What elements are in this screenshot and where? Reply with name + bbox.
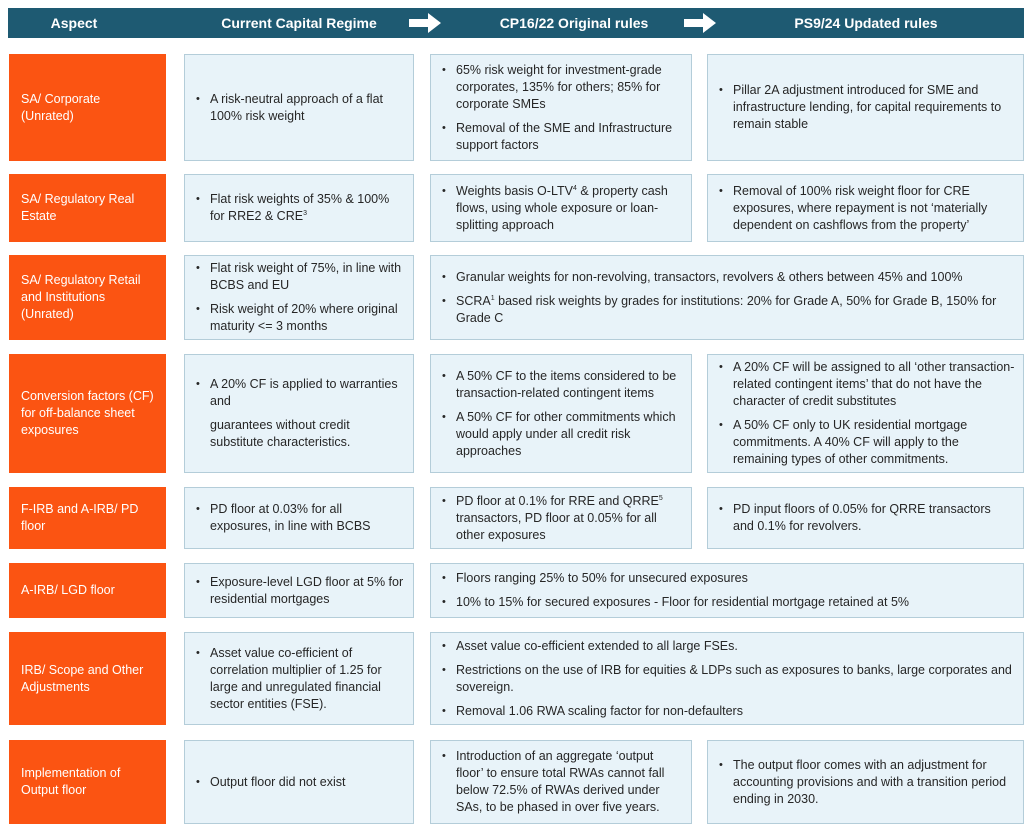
- cell-current-output-floor: Output floor did not exist: [184, 740, 414, 824]
- cell-cp-pd-floor: PD floor at 0.1% for RRE and QRRE5 trans…: [430, 487, 692, 549]
- list-item: Removal of the SME and Infrastructure su…: [439, 120, 683, 154]
- list-item: 65% risk weight for investment-grade cor…: [439, 62, 683, 113]
- list-item: Flat risk weights of 35% & 100% for RRE2…: [193, 191, 405, 225]
- arrow-right-icon: [684, 13, 716, 33]
- footnote-ref: 4: [572, 184, 577, 192]
- list-item: Introduction of an aggregate ‘output flo…: [439, 748, 683, 816]
- list-item-text: SCRA: [456, 293, 491, 308]
- cell-merged-lgd-floor: Floors ranging 25% to 50% for unsecured …: [430, 563, 1024, 618]
- header-aspect: Aspect: [50, 15, 98, 31]
- cell-current-sa-real-estate: Flat risk weights of 35% & 100% for RRE2…: [184, 174, 414, 242]
- list-item: guarantees without credit substitute cha…: [210, 418, 351, 449]
- list-item: Flat risk weight of 75%, in line with BC…: [193, 260, 405, 294]
- arrow-right-icon: [409, 13, 441, 33]
- list-item: Granular weights for non-revolving, tran…: [439, 269, 1015, 286]
- cell-current-sa-retail: Flat risk weight of 75%, in line with BC…: [184, 255, 414, 340]
- aspect-lgd-floor: A-IRB/ LGD floor: [9, 563, 166, 618]
- list-item: A 20% CF will be assigned to all ‘other …: [716, 359, 1015, 410]
- list-item: Exposure-level LGD floor at 5% for resid…: [193, 574, 405, 608]
- cell-current-sa-corporate: A risk-neutral approach of a flat 100% r…: [184, 54, 414, 161]
- header-current-regime: Current Capital Regime: [221, 15, 377, 31]
- cell-current-conversion: A 20% CF is applied to warranties and gu…: [184, 354, 414, 473]
- list-item-text: transactors, PD floor at 0.05% for all o…: [456, 510, 657, 542]
- list-item: Asset value co-efficient extended to all…: [439, 638, 1015, 655]
- aspect-sa-corporate: SA/ Corporate (Unrated): [9, 54, 166, 161]
- header-ps9-24: PS9/24 Updated rules: [794, 15, 938, 31]
- cell-cp-sa-real-estate: Weights basis O-LTV4 & property cash flo…: [430, 174, 692, 242]
- aspect-sa-retail-institutions: SA/ Regulatory Retail and Institutions (…: [9, 255, 166, 340]
- list-item: A 50% CF only to UK residential mortgage…: [716, 417, 1015, 468]
- list-item: A 50% CF to the items considered to be t…: [439, 368, 683, 402]
- footnote-ref: 3: [303, 209, 307, 217]
- list-item-text: Flat risk weights of 35% & 100% for RRE2…: [210, 192, 390, 223]
- cell-current-lgd-floor: Exposure-level LGD floor at 5% for resid…: [184, 563, 414, 618]
- list-item: PD input floors of 0.05% for QRRE transa…: [716, 501, 1015, 535]
- list-item: PD floor at 0.1% for RRE and QRRE5 trans…: [439, 493, 683, 544]
- header-cp16-22: CP16/22 Original rules: [499, 15, 649, 31]
- list-item: A 20% CF is applied to warranties and: [193, 376, 405, 410]
- list-item: Pillar 2A adjustment introduced for SME …: [716, 82, 1015, 133]
- list-item-text: based risk weights by grades for institu…: [456, 293, 997, 325]
- list-item: SCRA1 based risk weights by grades for i…: [439, 293, 1015, 327]
- list-item: 10% to 15% for secured exposures - Floor…: [439, 594, 1015, 611]
- cell-merged-sa-retail: Granular weights for non-revolving, tran…: [430, 255, 1024, 340]
- aspect-irb-scope: IRB/ Scope and Other Adjustments: [9, 632, 166, 725]
- list-item: Weights basis O-LTV4 & property cash flo…: [439, 183, 683, 234]
- list-item-text: Weights basis O-LTV: [456, 183, 573, 198]
- list-item: Restrictions on the use of IRB for equit…: [439, 662, 1015, 696]
- cell-current-pd-floor: PD floor at 0.03% for all exposures, in …: [184, 487, 414, 549]
- table-header: Aspect Current Capital Regime CP16/22 Or…: [8, 8, 1024, 38]
- list-item: A risk-neutral approach of a flat 100% r…: [193, 91, 405, 125]
- footnote-ref: 5: [658, 494, 663, 502]
- list-item: The output floor comes with an adjustmen…: [716, 757, 1015, 808]
- cell-ps-sa-corporate: Pillar 2A adjustment introduced for SME …: [707, 54, 1024, 161]
- list-item: Asset value co-efficient of correlation …: [193, 645, 405, 713]
- cell-cp-output-floor: Introduction of an aggregate ‘output flo…: [430, 740, 692, 824]
- aspect-output-floor: Implementation of Output floor: [9, 740, 166, 824]
- list-item: Floors ranging 25% to 50% for unsecured …: [439, 570, 1015, 587]
- cell-ps-conversion: A 20% CF will be assigned to all ‘other …: [707, 354, 1024, 473]
- cell-ps-pd-floor: PD input floors of 0.05% for QRRE transa…: [707, 487, 1024, 549]
- list-item: Risk weight of 20% where original maturi…: [193, 301, 405, 335]
- list-item: A 50% CF for other commitments which wou…: [439, 409, 683, 460]
- cell-current-irb-scope: Asset value co-efficient of correlation …: [184, 632, 414, 725]
- aspect-sa-real-estate: SA/ Regulatory Real Estate: [9, 174, 166, 242]
- list-item: Removal of 100% risk weight floor for CR…: [716, 183, 1015, 234]
- aspect-pd-floor: F-IRB and A-IRB/ PD floor: [9, 487, 166, 549]
- aspect-conversion-factors: Conversion factors (CF) for off-balance …: [9, 354, 166, 473]
- cell-merged-irb-scope: Asset value co-efficient extended to all…: [430, 632, 1024, 725]
- list-item: Removal 1.06 RWA scaling factor for non-…: [439, 703, 1015, 720]
- cell-ps-output-floor: The output floor comes with an adjustmen…: [707, 740, 1024, 824]
- list-item-text: PD floor at 0.1% for RRE and QRRE: [456, 493, 659, 508]
- cell-cp-conversion: A 50% CF to the items considered to be t…: [430, 354, 692, 473]
- cell-ps-sa-real-estate: Removal of 100% risk weight floor for CR…: [707, 174, 1024, 242]
- list-item: PD floor at 0.03% for all exposures, in …: [193, 501, 405, 535]
- list-item: Output floor did not exist: [193, 774, 405, 791]
- cell-cp-sa-corporate: 65% risk weight for investment-grade cor…: [430, 54, 692, 161]
- list-item-text: & property cash flows, using whole expos…: [456, 183, 668, 232]
- footnote-ref: 1: [490, 294, 495, 302]
